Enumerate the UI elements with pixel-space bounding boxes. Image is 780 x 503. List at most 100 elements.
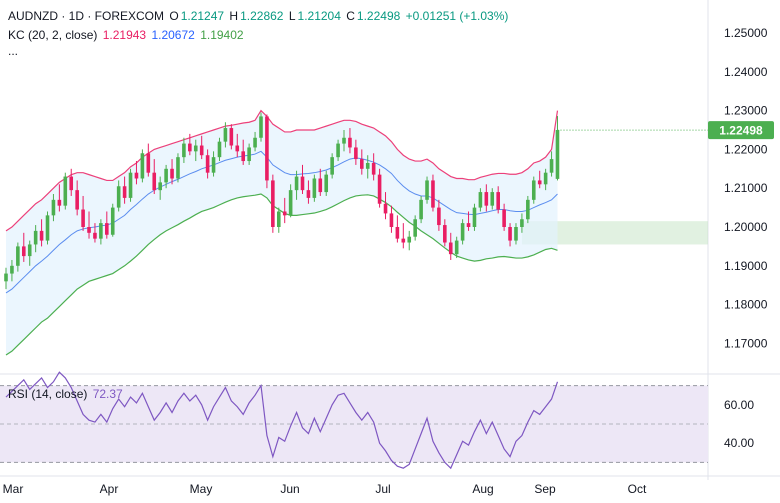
candle-body [360,159,364,169]
candle [188,133,192,156]
candle-body [365,162,370,169]
candle [176,153,180,183]
candle [365,155,370,179]
candle [51,194,56,222]
candle [324,170,329,196]
price-tick-label: 1.17000 [724,336,768,350]
candle [348,128,352,154]
candle [306,180,311,204]
candle [199,135,204,160]
candle [217,137,222,162]
candle [288,184,293,218]
candle [87,211,91,239]
candle [531,176,536,204]
candle-body [188,143,192,152]
high-value: 1.22862 [240,9,284,23]
candle [419,195,423,224]
more-indicators[interactable]: ... [8,44,20,58]
time-axis-label: Aug [472,482,493,496]
candle-body [176,157,180,179]
candle-body [502,209,506,227]
candle-body [276,211,281,227]
candle-body [235,145,240,152]
candle [122,176,127,204]
candle [259,112,263,142]
candle-body [170,168,174,179]
candle-body [425,180,429,200]
price-tick-label: 1.18000 [724,298,768,312]
candle [431,174,435,212]
candle-body [336,143,340,158]
candle-body [454,240,459,255]
rsi-tick-label: 40.00 [724,436,754,450]
candle-body [259,116,263,138]
low-value: 1.21204 [297,9,341,23]
candle [389,205,394,233]
candle [158,176,162,200]
candle-body [306,190,311,198]
candle [99,219,103,245]
low-label: L [288,9,296,23]
candle-body [87,227,91,233]
time-axis-label: Mar [3,482,24,496]
last-price-badge [708,121,774,140]
candle-body [537,180,542,185]
candle [193,139,198,162]
candle [39,219,44,247]
candle-body [514,227,518,241]
candle-body [229,128,234,146]
time-axis-label: Sep [534,482,556,496]
candle [265,114,269,189]
candle [454,236,459,259]
candle-body [520,219,524,227]
candle-body [140,153,145,179]
candle [75,180,79,216]
price-tick-label: 1.25000 [724,26,768,40]
candle-body [371,162,376,175]
candle [371,153,376,181]
open-label: O [169,9,179,23]
kc-legend[interactable]: KC (20, 2, close) 1.21943 1.20672 1.1940… [8,28,246,42]
candle-body [105,223,109,235]
candle [472,203,477,231]
candle [443,219,447,247]
candle-body [300,176,305,191]
rsi-legend[interactable]: RSI (14, close) 72.37 [8,387,125,401]
kc-middle-value: 1.20672 [151,28,195,42]
candle-body [99,223,103,239]
candle [484,184,489,212]
candle [69,168,74,196]
candle [105,211,109,239]
candle [16,242,20,272]
candle-body [81,209,85,227]
kc-lower-line [5,193,558,356]
candle [164,164,168,189]
candle [93,223,97,243]
candle [407,230,412,251]
candle [549,151,554,177]
candle [152,159,157,195]
candle-body [448,242,453,255]
candle-body [282,211,287,216]
candle-body [93,232,97,239]
candle [460,219,465,245]
ohlc-legend: AUDNZD · 1D · FOREXCOM O 1.21247 H 1.22862… [8,9,510,23]
more-label: ... [8,44,19,58]
candle [140,149,145,183]
kc-middle-line [5,150,558,294]
candle-body [33,230,38,245]
candle [318,168,323,196]
candle-body [443,225,447,243]
candle [300,164,305,195]
symbol-label[interactable]: AUDNZD · 1D · FOREXCOM [8,9,164,23]
candle-body [134,172,139,179]
candle-body [354,147,358,160]
candle [520,213,524,233]
rsi-label: RSI (14, close) [8,387,88,401]
candle-body [431,180,435,208]
candle-body [555,130,560,179]
candle-body [223,128,228,142]
candle-body [158,182,162,191]
candle-body [16,246,20,266]
